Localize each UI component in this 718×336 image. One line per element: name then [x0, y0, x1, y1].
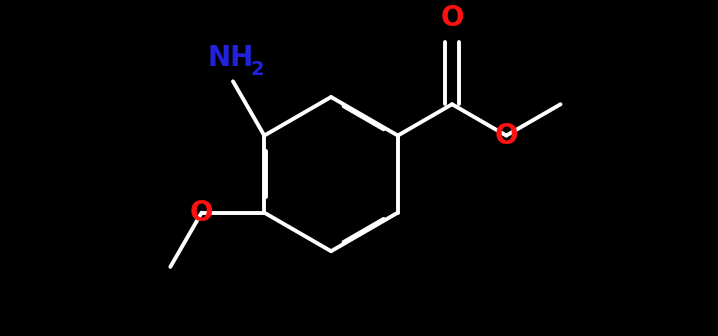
- Text: 2: 2: [251, 60, 264, 79]
- Text: O: O: [190, 199, 213, 227]
- Text: NH: NH: [208, 44, 254, 72]
- Text: O: O: [495, 122, 518, 150]
- Text: O: O: [440, 4, 464, 32]
